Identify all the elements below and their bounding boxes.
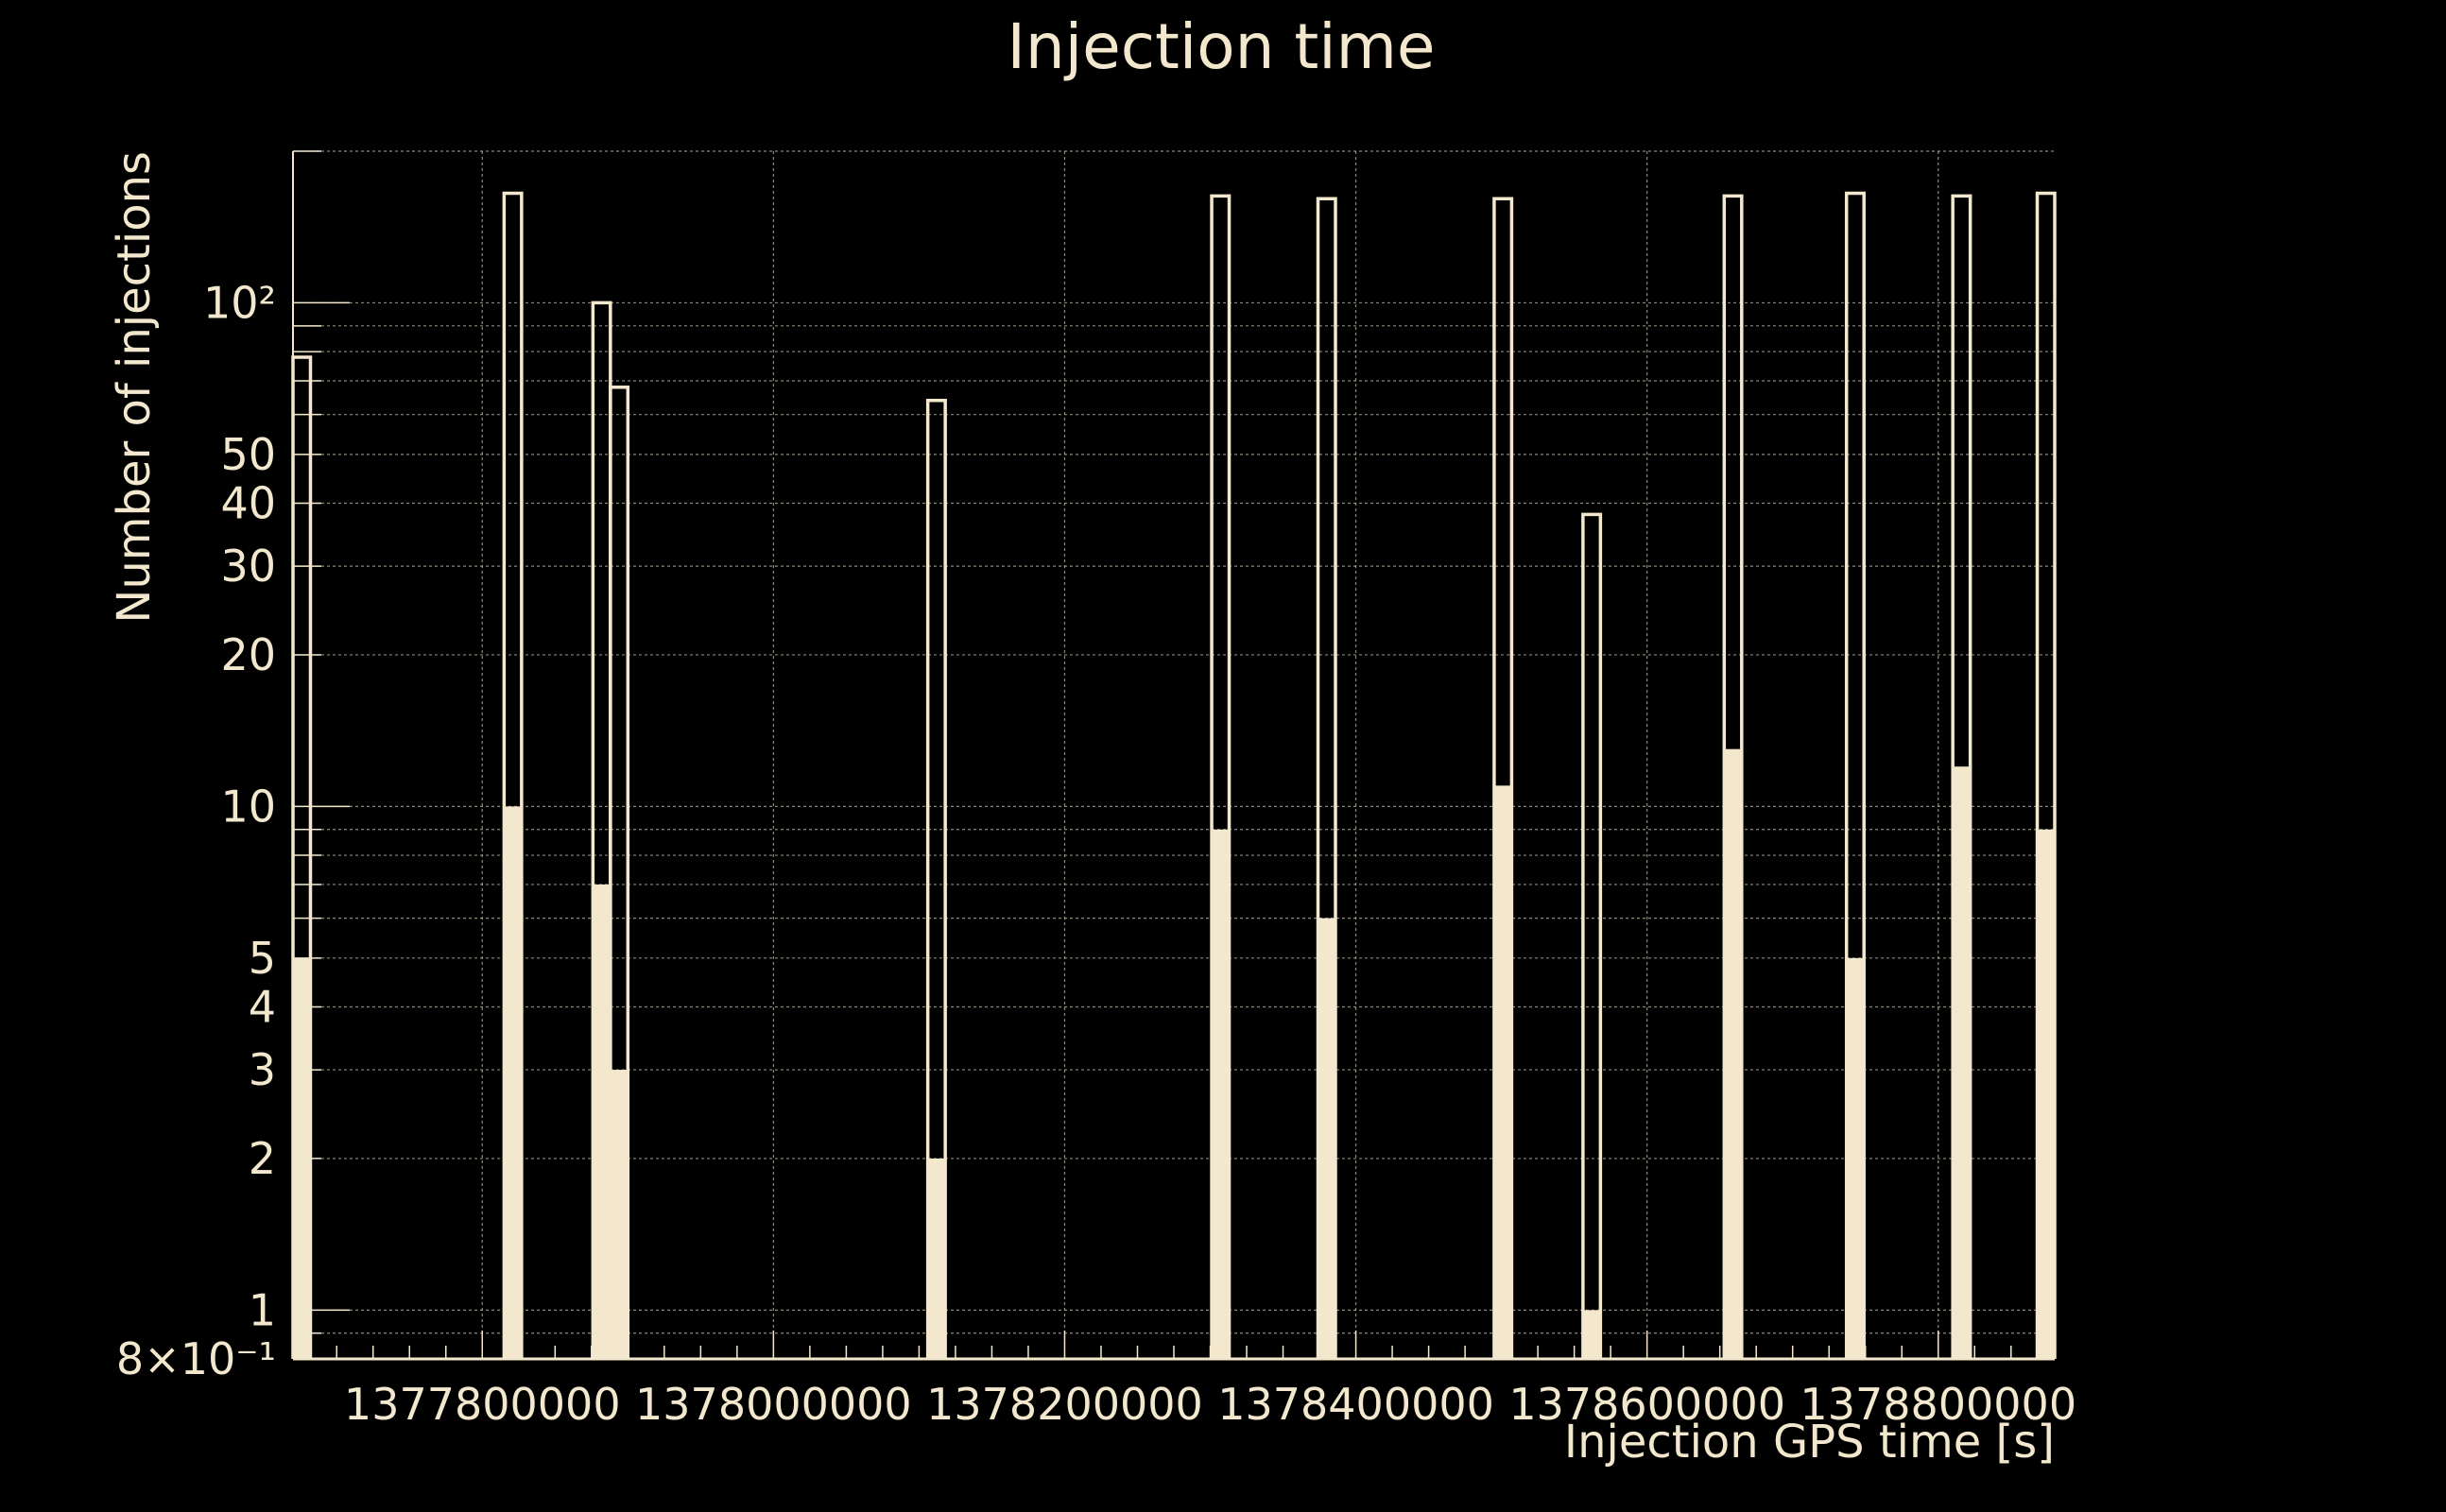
y-tick-label: 10 — [220, 781, 276, 832]
x-tick-label: 1378800000 — [1800, 1379, 2076, 1430]
minor-ticks — [293, 150, 2049, 1360]
y-tick-label: 4 — [249, 981, 276, 1032]
filled-bar — [504, 806, 522, 1359]
x-axis-label: Injection GPS time [s] — [1564, 1416, 2055, 1469]
y-tick-label: 3 — [249, 1044, 276, 1095]
y-tick-label: 20 — [220, 629, 276, 680]
filled-bar — [1953, 766, 1971, 1359]
y-tick-label: 50 — [220, 429, 276, 480]
x-tick-label: 1377800000 — [344, 1379, 621, 1430]
filled-bars — [293, 748, 2055, 1359]
filled-bar — [2037, 829, 2055, 1359]
filled-bar — [610, 1070, 629, 1359]
outline-bar — [1316, 197, 1337, 1359]
x-tick-labels: 1377800000 1378000000 1378200000 1378400000… — [344, 1379, 2076, 1430]
outline-bar — [1492, 197, 1514, 1359]
outline-bar — [1951, 194, 1972, 1359]
outline-bar — [2035, 191, 2057, 1359]
outline-bar — [1844, 191, 1866, 1359]
filled-bar — [1724, 748, 1742, 1359]
y-tick-label: 2 — [249, 1133, 276, 1184]
filled-bar — [927, 1158, 946, 1359]
y-tick-label: 5 — [249, 933, 276, 984]
x-tick-label: 1378000000 — [635, 1379, 912, 1430]
filled-bar — [1846, 957, 1865, 1359]
grid-lines — [293, 150, 2055, 1360]
y-tick-label: 8×10⁻¹ — [116, 1333, 276, 1384]
filled-bar — [1318, 918, 1335, 1359]
filled-bar — [593, 884, 611, 1359]
filled-bar — [293, 957, 311, 1359]
outline-bar — [1210, 194, 1232, 1359]
y-tick-label: 40 — [220, 478, 276, 529]
outline-bar — [1722, 194, 1744, 1359]
x-tick-label: 1378600000 — [1508, 1379, 1785, 1430]
filled-bar — [1493, 785, 1512, 1359]
y-axis-label: Number of injections — [108, 151, 161, 624]
outline-bar — [925, 398, 947, 1359]
x-tick-label: 1378400000 — [1217, 1379, 1494, 1430]
y-tick-label: 10² — [203, 277, 276, 328]
outline-bar — [609, 385, 630, 1359]
outline-bar — [502, 191, 524, 1359]
y-tick-label: 30 — [220, 541, 276, 592]
axes — [292, 151, 2055, 1361]
x-tick-label: 1378200000 — [926, 1379, 1203, 1430]
outline-bar — [1581, 512, 1603, 1359]
chart-title: Injection time — [1007, 10, 1435, 83]
filled-bar — [1212, 829, 1230, 1359]
filled-bar — [1582, 1310, 1601, 1359]
y-tick-label: 1 — [249, 1284, 276, 1335]
